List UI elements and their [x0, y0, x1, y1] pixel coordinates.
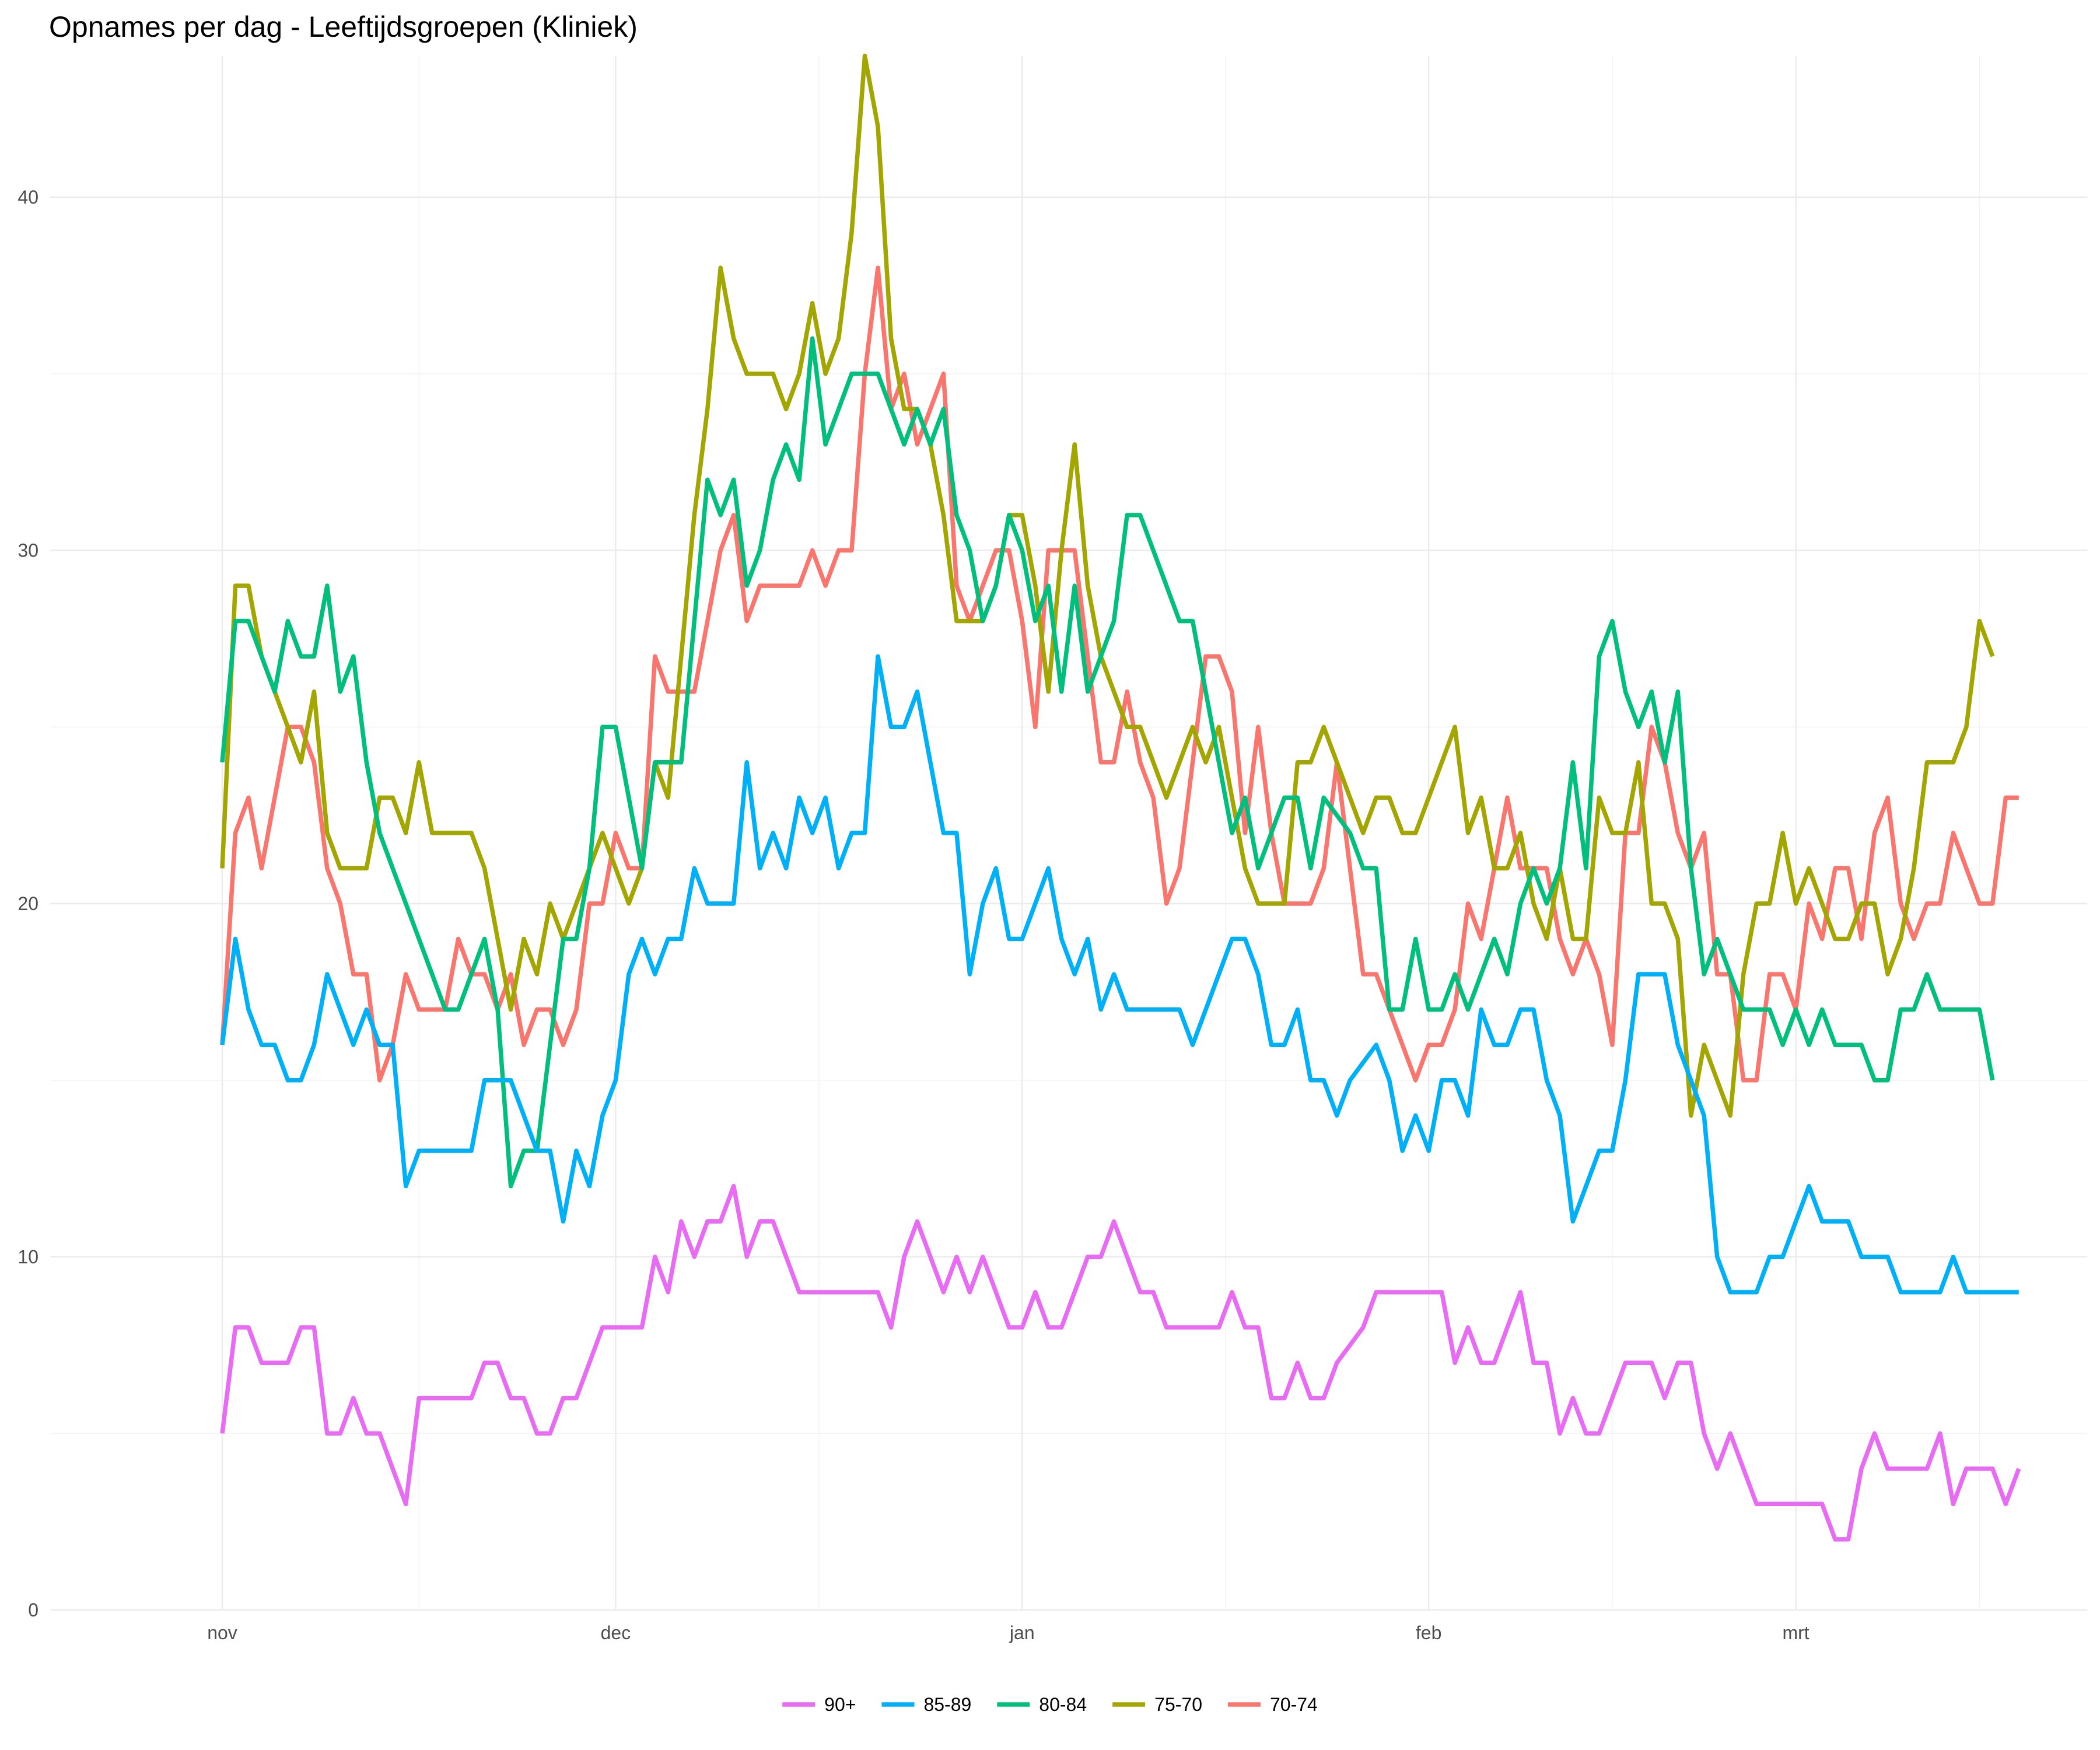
series-line-90+	[220, 1184, 2021, 1542]
legend-label: 90+	[824, 1694, 856, 1715]
y-tick-label: 40	[18, 187, 38, 208]
legend-item-85-89: 85-89	[881, 1694, 971, 1715]
y-tick-label: 0	[28, 1600, 38, 1620]
y-tick-label: 10	[18, 1247, 38, 1268]
legend-item-75-70: 75-70	[1112, 1694, 1202, 1715]
y-tick-label: 30	[18, 540, 38, 561]
legend-label: 75-70	[1154, 1694, 1202, 1715]
series-line-85-89	[220, 654, 2019, 1294]
x-tick-label: mrt	[1782, 1622, 1809, 1643]
legend-label: 70-74	[1270, 1694, 1318, 1715]
series-line-75-70	[220, 54, 1995, 1118]
y-tick-label: 20	[18, 893, 38, 914]
legend-label: 85-89	[923, 1694, 971, 1715]
series-lines	[220, 54, 2021, 1542]
series-line-80-84	[220, 336, 1995, 1189]
x-tick-label: nov	[207, 1622, 237, 1643]
legend-item-70-74: 70-74	[1227, 1694, 1318, 1715]
chart-title: Opnames per dag - Leeftijdsgroepen (Klin…	[49, 10, 638, 43]
x-tick-label: dec	[601, 1622, 631, 1643]
legend-item-90+: 90+	[782, 1694, 856, 1715]
legend-label: 80-84	[1039, 1694, 1087, 1715]
x-tick-label: feb	[1416, 1622, 1441, 1643]
legend: 90+ 85-89 80-84 75-70 70-74	[782, 1694, 1318, 1715]
axis-tick-labels: 0 10 20 30 40 nov dec jan feb mrt	[18, 187, 1809, 1643]
x-tick-label: jan	[1009, 1622, 1035, 1643]
series-line-70-74	[220, 265, 2019, 1083]
legend-item-80-84: 80-84	[997, 1694, 1087, 1715]
